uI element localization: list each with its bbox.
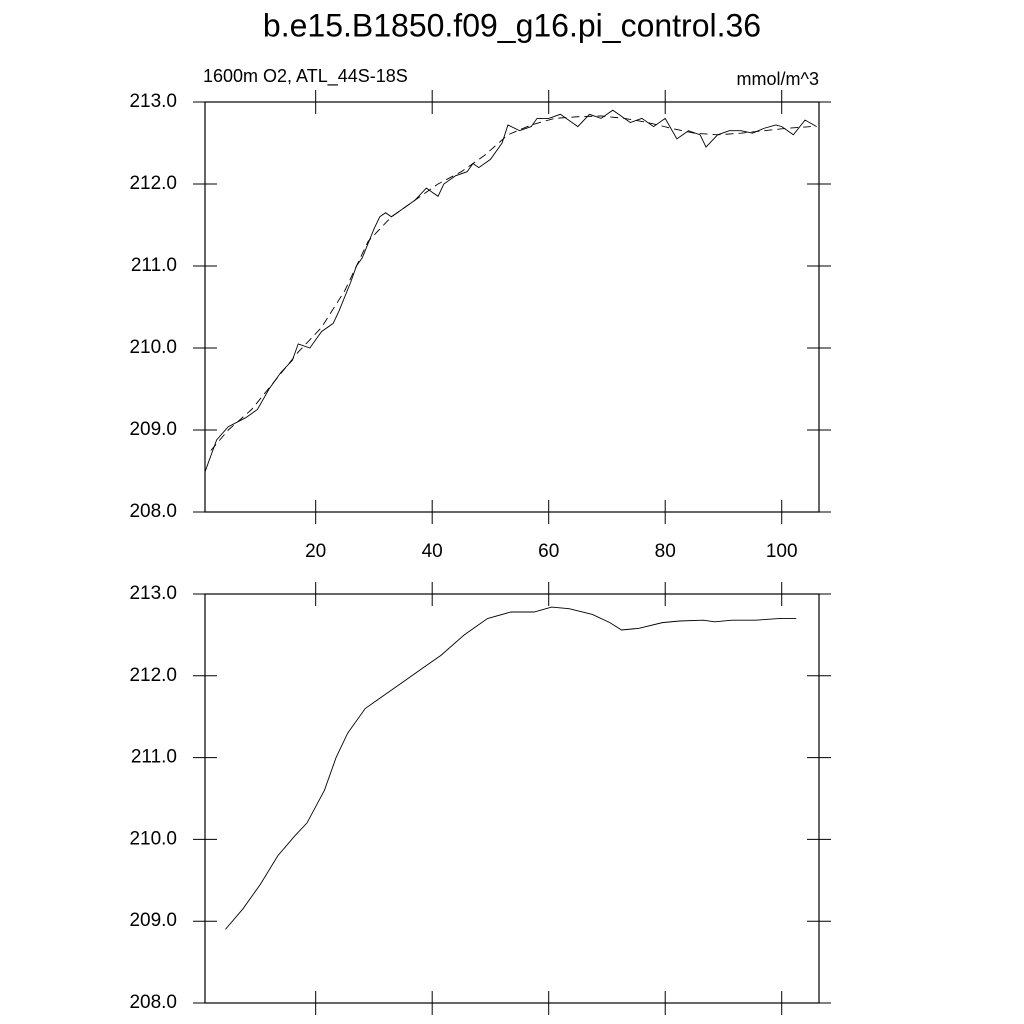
y-tick-label: 212.0: [129, 173, 177, 194]
y-tick-label: 213.0: [129, 583, 177, 604]
chart-title: b.e15.B1850.f09_g16.pi_control.36: [263, 7, 761, 43]
plot-frame: [204, 101, 820, 513]
y-tick-label: 212.0: [129, 665, 177, 686]
y-tick-label: 211.0: [131, 255, 177, 276]
y-tick-label: 209.0: [129, 419, 177, 440]
y-tick-label: 209.0: [129, 910, 177, 931]
x-tick-label: 40: [422, 541, 443, 562]
data-line: [225, 606, 797, 930]
data-line: [204, 109, 817, 472]
x-tick-label: 20: [305, 541, 326, 562]
y-tick-label: 211.0: [131, 747, 177, 768]
data-line: [210, 115, 811, 451]
units-label: mmol/m^3: [737, 69, 819, 89]
x-tick-label: 60: [538, 541, 559, 562]
y-tick-label: 210.0: [129, 337, 177, 358]
plot-frame: [204, 593, 820, 1004]
subtitle: 1600m O2, ATL_44S-18S: [203, 66, 408, 87]
y-tick-label: 213.0: [129, 91, 177, 112]
y-tick-label: 210.0: [129, 828, 177, 849]
y-tick-label: 208.0: [129, 501, 177, 522]
x-tick-label: 80: [655, 541, 676, 562]
y-tick-label: 208.0: [129, 992, 177, 1013]
x-tick-label: 100: [766, 541, 798, 562]
